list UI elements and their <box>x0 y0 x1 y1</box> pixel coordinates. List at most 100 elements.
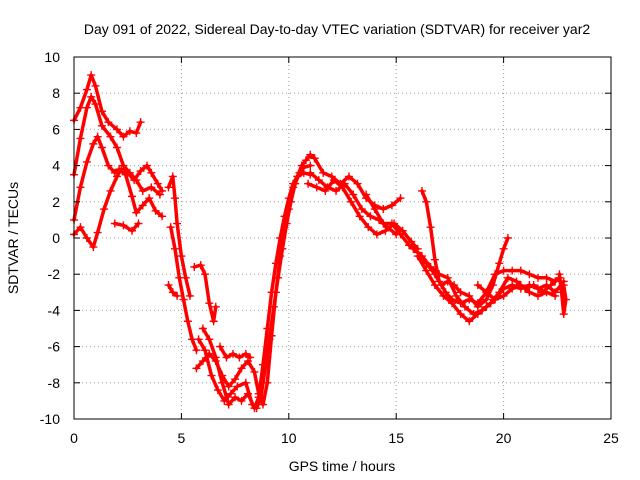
y-tick-label: 0 <box>52 230 60 246</box>
data-series-trace-8 <box>164 281 182 300</box>
data-point <box>145 194 154 203</box>
data-point <box>164 183 173 192</box>
data-point <box>533 291 542 300</box>
data-point <box>76 183 85 192</box>
data-point <box>89 243 98 252</box>
y-tick-label: 6 <box>52 121 60 137</box>
data-series-trace-4 <box>70 161 167 252</box>
data-point <box>231 375 240 384</box>
data-point <box>555 270 564 279</box>
data-point <box>353 179 362 188</box>
data-point <box>112 125 121 134</box>
data-point <box>542 273 551 282</box>
data-point <box>132 208 141 217</box>
data-point <box>557 288 566 297</box>
data-point <box>173 219 182 228</box>
data-point <box>508 284 517 293</box>
data-point <box>289 179 298 188</box>
data-point <box>158 186 167 195</box>
data-point <box>194 335 203 344</box>
data-point <box>168 288 177 297</box>
data-point <box>192 346 201 355</box>
data-series-trace-5 <box>110 219 143 235</box>
data-point <box>357 205 366 214</box>
data-series-trace-6 <box>164 172 194 300</box>
data-point <box>175 273 184 282</box>
data-point <box>82 157 91 166</box>
data-point <box>460 302 469 311</box>
data-point <box>499 266 508 275</box>
data-point <box>179 295 188 304</box>
y-tick-label: 8 <box>52 85 60 101</box>
data-point <box>119 132 128 141</box>
data-point <box>112 143 121 152</box>
data-point <box>276 234 285 242</box>
data-point <box>91 100 100 109</box>
data-point <box>387 219 396 228</box>
data-point <box>170 194 179 203</box>
data-point <box>213 386 222 395</box>
data-point <box>170 244 179 253</box>
data-point <box>228 349 237 358</box>
data-point <box>168 172 177 181</box>
data-point <box>250 367 259 376</box>
data-point <box>304 179 313 188</box>
data-point <box>112 172 121 181</box>
x-tick-label: 20 <box>496 430 512 446</box>
data-point <box>456 288 465 297</box>
data-point <box>123 168 132 177</box>
y-axis-label: SDTVAR / TECUs <box>5 182 21 294</box>
chart-title: Day 091 of 2022, Sidereal Day-to-day VTE… <box>84 21 590 37</box>
data-point <box>173 291 182 300</box>
data-point <box>422 197 431 206</box>
data-point <box>512 277 521 286</box>
data-point <box>499 244 508 253</box>
data-point <box>241 349 250 358</box>
x-tick-label: 10 <box>281 430 297 446</box>
data-point <box>153 179 162 188</box>
data-point <box>306 150 315 159</box>
data-point <box>127 226 136 235</box>
data-point <box>138 201 147 210</box>
data-point <box>314 176 323 185</box>
data-point <box>106 186 115 195</box>
data-point <box>533 273 542 282</box>
data-point <box>207 371 216 380</box>
data-series-trace-13 <box>216 342 255 362</box>
data-point <box>241 378 250 387</box>
series-line <box>72 134 164 222</box>
data-point <box>362 190 371 199</box>
data-series-trace-22 <box>555 270 570 319</box>
data-point <box>503 273 512 282</box>
data-point <box>254 393 263 402</box>
data-point <box>93 228 102 237</box>
data-point <box>338 183 347 192</box>
data-point <box>525 288 534 297</box>
data-point <box>271 259 280 268</box>
data-point <box>452 291 461 300</box>
data-point <box>224 382 233 391</box>
data-point <box>430 255 439 264</box>
data-point <box>312 183 321 192</box>
data-point <box>196 261 205 270</box>
data-point <box>379 219 388 228</box>
data-point <box>347 197 356 206</box>
data-point <box>158 212 167 221</box>
data-series-trace-2 <box>70 92 164 199</box>
data-point <box>177 252 186 261</box>
data-point <box>349 190 358 199</box>
y-tick-label: -2 <box>48 266 61 282</box>
x-tick-label: 25 <box>603 430 619 446</box>
data-point <box>87 92 96 101</box>
data-series-trace-11 <box>194 161 315 413</box>
data-series-trace-9 <box>190 261 220 326</box>
data-point <box>473 299 482 308</box>
data-point <box>110 219 119 228</box>
data-point <box>491 295 500 304</box>
data-point <box>127 192 136 201</box>
data-point <box>508 266 517 275</box>
data-point <box>209 317 218 326</box>
data-point <box>465 317 474 326</box>
data-point <box>237 364 246 373</box>
